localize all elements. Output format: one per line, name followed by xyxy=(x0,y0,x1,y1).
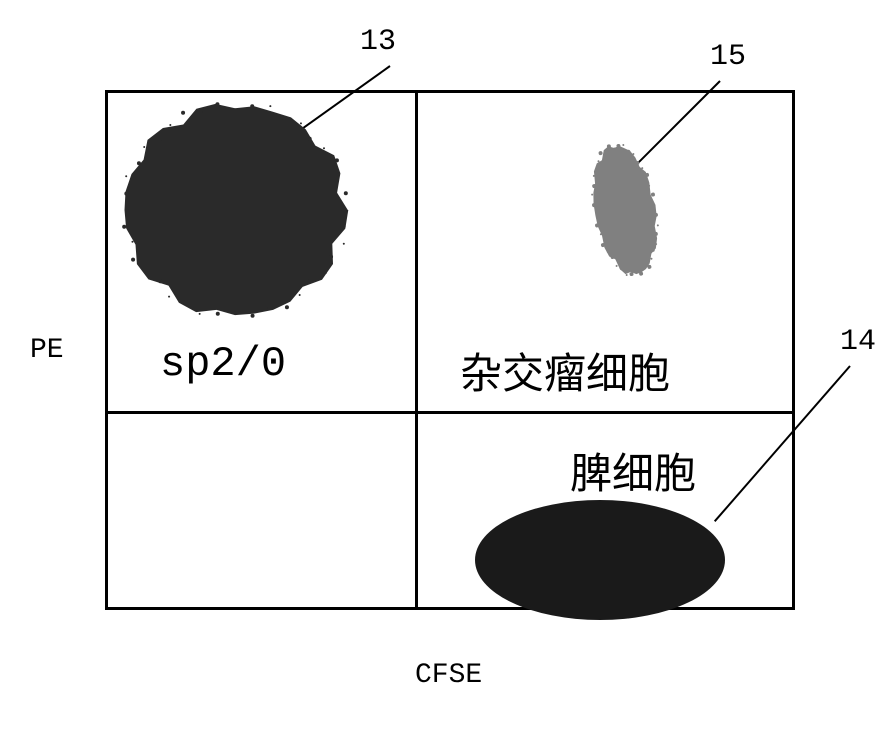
label-sp20: sp2/0 xyxy=(160,340,286,388)
y-axis-label: PE xyxy=(30,335,64,366)
figure-root: PE CFSE 13 15 14 sp2/0 杂交瘤细胞 脾细胞 xyxy=(20,20,896,731)
quadrant-divider-horizontal xyxy=(105,411,795,414)
population-blob-15 xyxy=(540,125,710,295)
callout-label-15: 15 xyxy=(710,40,746,74)
quadrant-divider-vertical xyxy=(415,90,418,610)
label-hybridoma: 杂交瘤细胞 xyxy=(460,340,670,401)
callout-label-13: 13 xyxy=(360,25,396,59)
population-blob-13 xyxy=(105,80,365,340)
callout-label-14: 14 xyxy=(840,325,876,359)
population-blob-14 xyxy=(455,415,745,705)
